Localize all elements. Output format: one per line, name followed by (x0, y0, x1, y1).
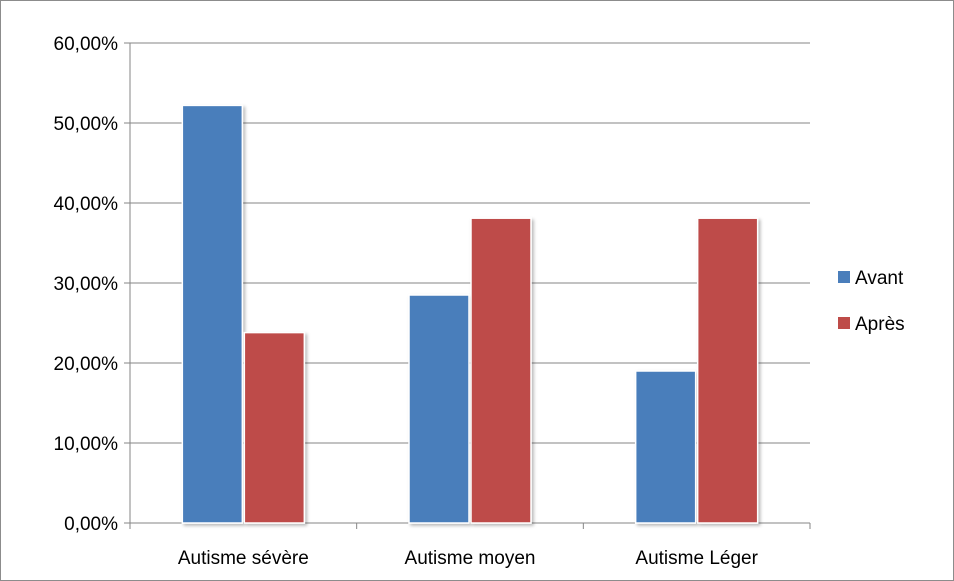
bar-avant-2 (408, 294, 470, 524)
bar-avant-3 (634, 370, 697, 524)
y-axis-tick-label: 0,00% (64, 514, 118, 535)
x-axis-tick-labels: Autisme sévère Autisme moyen Autisme Léger (178, 548, 759, 569)
x-axis-tick-label: Autisme Léger (635, 548, 758, 569)
bar-avant-1 (181, 104, 244, 524)
y-axis-tick-labels: 0,00% 10,00% 20,00% 30,00% 40,00% 50,00% 60,00… (54, 34, 119, 535)
y-axis-tick-label: 20,00% (54, 354, 119, 375)
legend-label: Après (855, 314, 905, 335)
y-axis-tick-label: 10,00% (54, 434, 119, 455)
y-axis-tick-label: 30,00% (54, 274, 119, 295)
y-axis-tick-label: 40,00% (54, 194, 119, 215)
bar-apr-s-3 (696, 217, 759, 524)
legend-swatch-avant (838, 271, 850, 283)
y-axis-tick-label: 60,00% (54, 34, 119, 55)
y-axis-tick-label: 50,00% (54, 114, 119, 135)
legend-swatch-apr-s (838, 317, 850, 329)
bars (181, 104, 759, 524)
axes (124, 42, 811, 529)
x-axis-tick-label: Autisme sévère (178, 548, 309, 569)
gridlines (130, 42, 810, 444)
legend-label: Avant (855, 268, 904, 289)
bar-apr-s-1 (243, 331, 306, 524)
legend: Avant Après (838, 268, 905, 335)
x-axis-tick-label: Autisme moyen (405, 548, 536, 569)
bar-apr-s-2 (470, 217, 532, 524)
